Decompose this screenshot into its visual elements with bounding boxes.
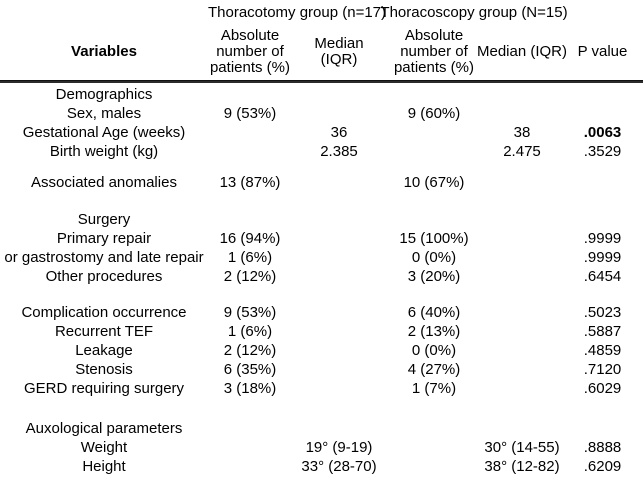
cell-p-value: .6029 xyxy=(583,380,622,397)
column-header-text: Median (IQR) xyxy=(314,35,364,68)
group-header-thoracotomy: Thoracotomy group (n=17) xyxy=(208,4,387,21)
cell-median-thoracotomy: 33° (28-70) xyxy=(301,458,377,475)
cell-abs-thoracoscopy: 0 (0%) xyxy=(411,342,457,359)
cell-abs-thoracotomy: 2 (12%) xyxy=(223,342,277,359)
column-header-absolute-thoracoscopy: Absolute number of patients (%) xyxy=(386,28,482,76)
row-label: Complication occurrence xyxy=(21,304,187,321)
table-row: or gastrostomy and late repair 1 (6%) 0 … xyxy=(0,248,643,267)
header-divider-rule xyxy=(0,80,643,83)
cell-abs-thoracoscopy: 10 (67%) xyxy=(403,174,465,191)
cell-median-thoracotomy: 36 xyxy=(330,124,348,141)
column-header-text: Absolute number of patients (%) xyxy=(393,27,475,76)
table-row: Complication occurrence 9 (53%) 6 (40%) … xyxy=(0,303,643,322)
cell-abs-thoracotomy: 13 (87%) xyxy=(219,174,281,191)
row-label: GERD requiring surgery xyxy=(23,380,185,397)
cell-abs-thoracoscopy: 0 (0%) xyxy=(411,249,457,266)
table-row: Height 33° (28-70) 38° (12-82) .6209 xyxy=(0,457,643,476)
section-spacer xyxy=(0,286,643,303)
cell-p-value: .7120 xyxy=(583,361,622,378)
section-spacer xyxy=(0,161,643,173)
cell-abs-thoracoscopy: 9 (60%) xyxy=(407,105,461,122)
table-row: Recurrent TEF 1 (6%) 2 (13%) .5887 xyxy=(0,322,643,341)
table-row: Associated anomalies 13 (87%) 10 (67%) xyxy=(0,173,643,192)
table-row-section: Surgery xyxy=(0,210,643,229)
cell-abs-thoracoscopy: 3 (20%) xyxy=(407,268,461,285)
cell-p-value: .6209 xyxy=(583,458,622,475)
cell-abs-thoracoscopy: 1 (7%) xyxy=(411,380,457,397)
cell-p-value: .4859 xyxy=(583,342,622,359)
cell-abs-thoracotomy: 9 (53%) xyxy=(223,304,277,321)
table-row-section: Auxological parameters xyxy=(0,419,643,438)
column-header-p-value: P value xyxy=(577,43,628,60)
cell-abs-thoracotomy: 9 (53%) xyxy=(223,105,277,122)
column-header-median-thoracoscopy: Median (IQR) xyxy=(476,43,568,60)
table-row: Stenosis 6 (35%) 4 (27%) .7120 xyxy=(0,360,643,379)
table-row: Birth weight (kg) 2.385 2.475 .3529 xyxy=(0,142,643,161)
cell-median-thoracoscopy: 2.475 xyxy=(503,143,541,160)
cell-abs-thoracoscopy: 15 (100%) xyxy=(399,230,469,247)
row-label: Recurrent TEF xyxy=(54,323,154,340)
cell-p-value-significant: .0063 xyxy=(583,124,622,141)
cell-median-thoracotomy: 2.385 xyxy=(320,143,358,160)
section-spacer xyxy=(0,398,643,419)
row-label: Weight xyxy=(80,439,128,456)
table-row: Gestational Age (weeks) 36 38 .0063 xyxy=(0,123,643,142)
cell-p-value: .5887 xyxy=(583,323,622,340)
cell-abs-thoracotomy: 3 (18%) xyxy=(223,380,277,397)
row-label: Birth weight (kg) xyxy=(49,143,159,160)
cell-abs-thoracotomy: 6 (35%) xyxy=(223,361,277,378)
cell-abs-thoracotomy: 16 (94%) xyxy=(219,230,281,247)
section-label: Surgery xyxy=(77,211,131,228)
cell-median-thoracoscopy: 30° (14-55) xyxy=(484,439,560,456)
section-spacer xyxy=(0,192,643,210)
cell-p-value: .6454 xyxy=(583,268,622,285)
section-label: Auxological parameters xyxy=(25,420,183,437)
row-label: Sex, males xyxy=(66,105,142,122)
cell-p-value: .9999 xyxy=(583,230,622,247)
row-label: Associated anomalies xyxy=(31,174,177,191)
row-label: or gastrostomy and late repair xyxy=(4,249,204,266)
row-label: Stenosis xyxy=(75,361,133,378)
row-label: Leakage xyxy=(75,342,133,359)
group-header-row: Thoracotomy group (n=17) Thoracoscopy gr… xyxy=(0,0,643,25)
cell-median-thoracotomy: 19° (9-19) xyxy=(305,439,373,456)
table-row: Leakage 2 (12%) 0 (0%) .4859 xyxy=(0,341,643,360)
cell-median-thoracoscopy: 38 xyxy=(513,124,531,141)
cell-p-value: .5023 xyxy=(583,304,622,321)
column-header-absolute-thoracotomy: Absolute number of patients (%) xyxy=(208,28,292,76)
row-label: Height xyxy=(82,458,126,475)
table-row: Primary repair 16 (94%) 15 (100%) .9999 xyxy=(0,229,643,248)
cell-p-value: .9999 xyxy=(583,249,622,266)
cell-abs-thoracoscopy: 2 (13%) xyxy=(407,323,461,340)
row-label: Primary repair xyxy=(56,230,152,247)
cell-median-thoracoscopy: 38° (12-82) xyxy=(484,458,560,475)
cell-abs-thoracoscopy: 6 (40%) xyxy=(407,304,461,321)
column-header-median-thoracotomy: Median (IQR) xyxy=(292,36,386,68)
column-header-text: Absolute number of patients (%) xyxy=(209,27,291,76)
table-row: Other procedures 2 (12%) 3 (20%) .6454 xyxy=(0,267,643,286)
group-header-thoracoscopy: Thoracoscopy group (N=15) xyxy=(380,4,568,21)
cell-abs-thoracotomy: 1 (6%) xyxy=(227,249,273,266)
cell-abs-thoracoscopy: 4 (27%) xyxy=(407,361,461,378)
table-row-section: Demographics xyxy=(0,85,643,104)
table-row: Weight 19° (9-19) 30° (14-55) .8888 xyxy=(0,438,643,457)
column-header-row: Variables Absolute number of patients (%… xyxy=(0,25,643,79)
cell-p-value: .8888 xyxy=(583,439,622,456)
row-label: Gestational Age (weeks) xyxy=(22,124,186,141)
row-label: Other procedures xyxy=(45,268,163,285)
cell-p-value: .3529 xyxy=(583,143,622,160)
column-header-variables: Variables xyxy=(71,43,137,60)
cell-abs-thoracotomy: 2 (12%) xyxy=(223,268,277,285)
table-row: Sex, males 9 (53%) 9 (60%) xyxy=(0,104,643,123)
section-label: Demographics xyxy=(55,86,153,103)
table-row: GERD requiring surgery 3 (18%) 1 (7%) .6… xyxy=(0,379,643,398)
cell-abs-thoracotomy: 1 (6%) xyxy=(227,323,273,340)
